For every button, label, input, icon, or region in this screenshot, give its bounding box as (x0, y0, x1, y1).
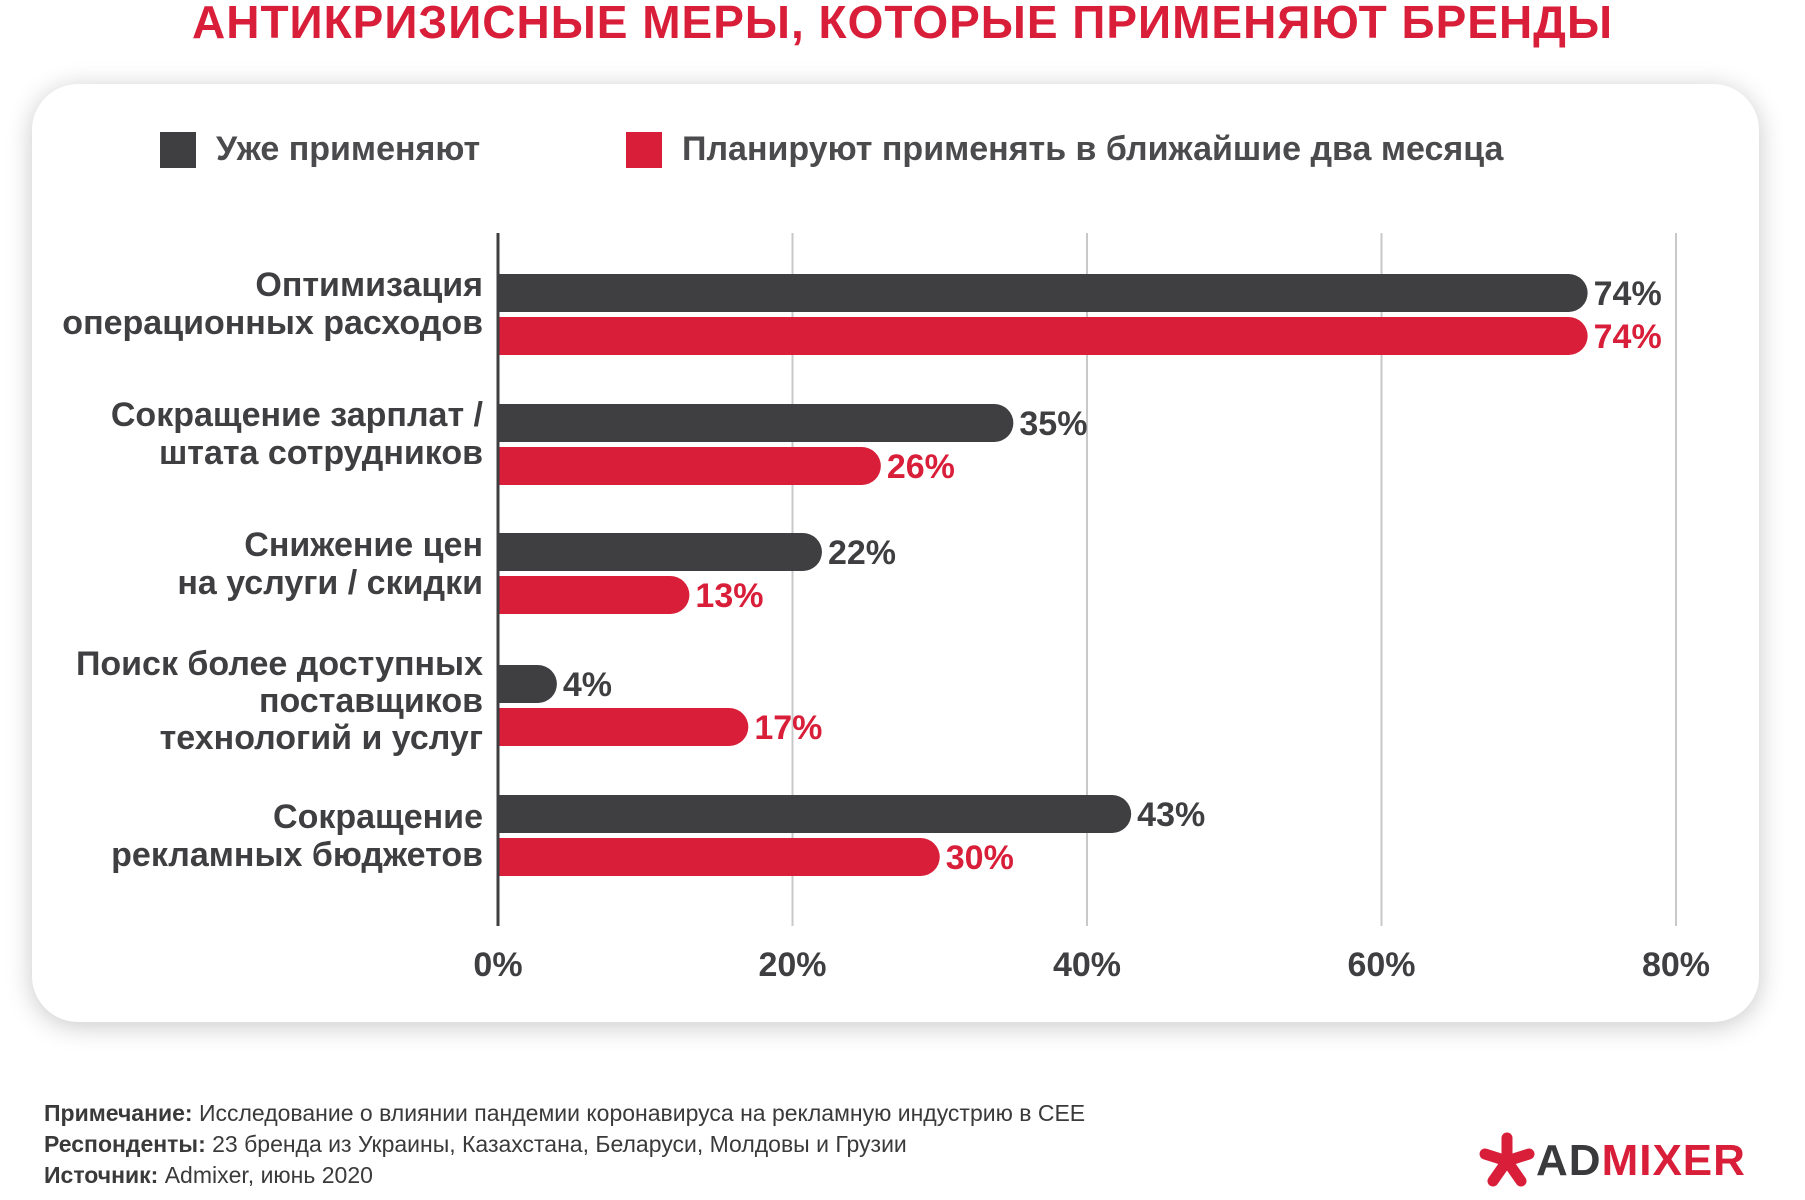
note-text: 23 бренда из Украины, Казахстана, Белару… (205, 1131, 907, 1157)
bar (498, 838, 940, 876)
note-line-1: Примечание: Исследование о влиянии панде… (44, 1098, 1085, 1129)
note-text: Исследование о влиянии пандемии коронави… (192, 1100, 1086, 1126)
bar (498, 708, 749, 746)
data-label: 26% (887, 448, 955, 486)
bar (498, 447, 881, 485)
category-label-1: Оптимизация операционных расходов (62, 266, 483, 342)
logo-text-red: MIXER (1601, 1136, 1746, 1185)
category-label-line: штата сотрудников (158, 434, 483, 472)
data-label: 74% (1594, 318, 1662, 356)
footnotes: Примечание: Исследование о влиянии панде… (44, 1098, 1085, 1191)
bar (498, 533, 822, 571)
note-label: Примечание: (44, 1100, 193, 1126)
category-label-line: Снижение цен (244, 526, 483, 564)
bar (498, 274, 1588, 312)
x-tick-label: 0% (473, 946, 522, 984)
admixer-logo: ADMIXER (1478, 1132, 1746, 1190)
category-label-line: Сокращение (273, 798, 483, 836)
logo-text: ADMIXER (1536, 1136, 1746, 1186)
category-label-5: Сокращение рекламных бюджетов (111, 798, 483, 874)
bar (498, 317, 1588, 355)
note-label: Респонденты: (44, 1131, 206, 1157)
x-tick-label: 60% (1347, 946, 1415, 984)
asterisk-icon (1479, 1132, 1535, 1187)
category-label-line: рекламных бюджетов (111, 836, 483, 874)
data-label: 30% (946, 839, 1014, 877)
category-label-3: Снижение цен на услуги / скидки (177, 526, 483, 602)
category-label-4: Поиск более доступных поставщиков технол… (76, 646, 483, 757)
legend-label-planned: Планируют применять в ближайшие два меся… (682, 130, 1504, 168)
category-label-line: поставщиков (258, 682, 483, 720)
note-text: Admixer, июнь 2020 (158, 1162, 373, 1188)
data-label: 35% (1019, 405, 1087, 443)
bar (498, 404, 1014, 442)
data-label: 4% (563, 666, 612, 704)
bar (498, 665, 557, 703)
bar (498, 795, 1132, 833)
chart-title: АНТИКРИЗИСНЫЕ МЕРЫ, КОТОРЫЕ ПРИМЕНЯЮТ БР… (192, 0, 1613, 48)
legend-item-planned: Планируют применять в ближайшие два меся… (626, 130, 1503, 169)
data-label: 74% (1594, 275, 1662, 313)
note-label: Источник: (44, 1162, 159, 1188)
x-tick-label: 40% (1053, 946, 1121, 984)
x-tick-label: 20% (758, 946, 826, 984)
category-label-line: Поиск более доступных (75, 645, 483, 683)
category-label-line: операционных расходов (62, 304, 483, 342)
category-label-line: Оптимизация (255, 266, 483, 304)
x-tick-label: 80% (1642, 946, 1710, 984)
note-line-3: Источник: Admixer, июнь 2020 (44, 1160, 1085, 1191)
data-label: 43% (1137, 796, 1205, 834)
bar (498, 576, 690, 614)
category-label-line: технологий и услуг (159, 719, 483, 757)
legend-swatch-planned (626, 131, 662, 168)
logo-text-dark: AD (1536, 1136, 1602, 1185)
category-label-line: Сокращение зарплат / (110, 396, 483, 434)
data-label: 17% (754, 709, 822, 747)
legend-label-already: Уже применяют (216, 130, 481, 168)
category-label-2: Сокращение зарплат / штата сотрудников (111, 396, 483, 472)
legend-swatch-already (160, 131, 196, 168)
category-label-line: на услуги / скидки (177, 564, 483, 602)
data-label: 22% (828, 534, 896, 572)
legend-item-already: Уже применяют (160, 130, 480, 169)
data-label: 13% (695, 577, 763, 615)
note-line-2: Респонденты: 23 бренда из Украины, Казах… (44, 1129, 1085, 1160)
